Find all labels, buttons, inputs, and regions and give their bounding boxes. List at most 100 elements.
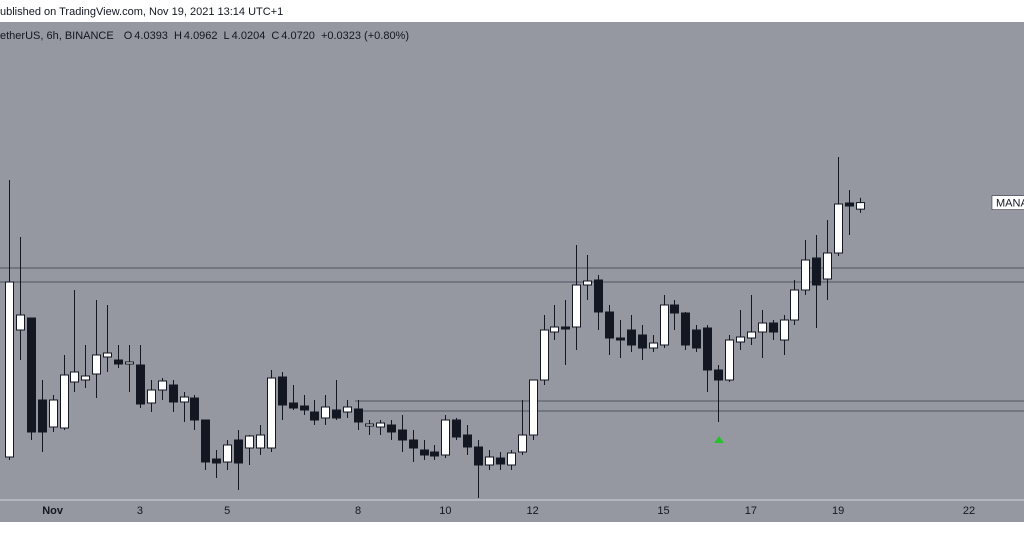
published-note: ublished on TradingView.com, Nov 19, 202…: [0, 6, 283, 18]
ohlc-value: 4.0962: [184, 30, 218, 42]
signal-arrow: [714, 436, 724, 443]
plot-area: [0, 22, 1024, 500]
candle-body: [474, 446, 483, 466]
candle-body: [441, 419, 450, 456]
candle-body: [125, 361, 134, 365]
legend: etherUS, 6h, BINANCE O 4.0393 H 4.0962 L 4.020…: [0, 30, 409, 42]
candle-body: [267, 377, 276, 449]
candle-body: [540, 329, 549, 381]
ohlc-key: O: [124, 30, 133, 42]
header-bar: [0, 0, 1024, 22]
candle-body: [289, 402, 298, 409]
candle-body: [518, 434, 527, 453]
candle-body: [594, 279, 603, 313]
x-tick-label: 19: [832, 505, 844, 517]
candle-body: [321, 406, 330, 419]
candle-body: [365, 423, 374, 427]
candle-body: [136, 364, 145, 405]
candle-body: [278, 376, 287, 406]
candle-body: [201, 419, 210, 463]
candle-body: [5, 281, 14, 458]
candle-body: [725, 339, 734, 381]
candle-body: [212, 458, 221, 464]
price-label: MANA: [996, 198, 1024, 210]
candle-body: [660, 304, 669, 346]
candle-body: [38, 399, 47, 433]
candle-body: [496, 457, 505, 465]
ohlc-key: C: [271, 30, 279, 42]
candle-body: [583, 280, 592, 286]
candle-body: [223, 444, 232, 463]
candle-body: [758, 322, 767, 333]
candle-body: [310, 411, 319, 421]
x-tick-label: 15: [657, 505, 669, 517]
candle-body: [780, 319, 789, 341]
price-label-box: [991, 195, 1024, 210]
x-tick-label: 12: [527, 505, 539, 517]
candle-body: [70, 371, 79, 383]
x-tick-label: Nov: [42, 505, 64, 517]
ohlc-value: 4.0720: [281, 30, 315, 42]
candle-body: [169, 384, 178, 403]
candle-body: [114, 359, 123, 365]
x-tick-label: 3: [137, 505, 143, 517]
candle-body: [823, 252, 832, 280]
candle-body: [180, 396, 189, 403]
x-tick-label: 17: [745, 505, 757, 517]
candle-body: [190, 397, 199, 421]
candle-body: [769, 322, 778, 333]
candle-body: [409, 439, 418, 449]
candle-body: [147, 389, 156, 404]
candle-body: [158, 380, 167, 391]
candle-body: [343, 406, 352, 413]
candle-body: [736, 336, 745, 343]
ohlc-key: H: [174, 30, 182, 42]
candle-body: [747, 331, 756, 339]
candle-body: [81, 375, 90, 381]
candle-body: [430, 451, 439, 457]
candle-body: [605, 311, 614, 339]
candle-body: [420, 449, 429, 456]
candle-body: [387, 424, 396, 433]
candle-body: [638, 334, 647, 349]
candle-body: [398, 429, 407, 441]
candle-body: [507, 452, 516, 466]
candle-body: [812, 257, 821, 286]
candle-body: [234, 439, 243, 464]
candle-body: [572, 284, 581, 328]
candle-body: [463, 434, 472, 448]
candle-body: [801, 259, 810, 291]
x-tick-label: 8: [355, 505, 361, 517]
candle-body: [616, 337, 625, 341]
candle-body: [16, 314, 25, 331]
candle-body: [60, 374, 69, 429]
candle-body: [714, 369, 723, 381]
candle-body: [332, 409, 341, 419]
ohlc-value: 4.0393: [134, 30, 168, 42]
candle-body: [703, 327, 712, 371]
candle-body: [529, 379, 538, 436]
candle-body: [300, 405, 309, 411]
ohlc-value: 4.0204: [232, 30, 266, 42]
x-tick-label: 5: [224, 505, 230, 517]
time-axis: [0, 500, 1024, 522]
candle-body: [681, 312, 690, 346]
candle-body: [670, 304, 679, 314]
candle-body: [256, 434, 265, 449]
candle-body: [692, 329, 701, 349]
candle-body: [627, 329, 636, 346]
candle-body: [103, 352, 112, 358]
candle-body: [845, 202, 854, 207]
candle-body: [834, 203, 843, 254]
ohlc-key: L: [224, 30, 230, 42]
candle-body: [550, 326, 559, 333]
x-tick-label: 22: [963, 505, 975, 517]
candle-body: [452, 419, 461, 438]
candle-body: [354, 408, 363, 423]
candle-body: [485, 456, 494, 466]
candle-body: [92, 354, 101, 375]
candle-body: [649, 342, 658, 349]
candle-body: [376, 422, 385, 428]
candle-body: [245, 435, 254, 449]
